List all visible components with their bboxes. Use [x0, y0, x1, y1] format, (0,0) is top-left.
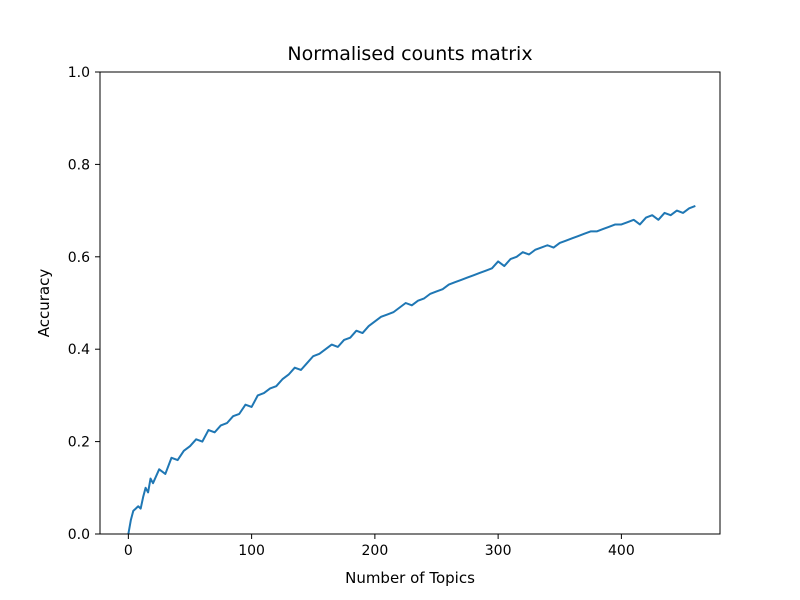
chart-title: Normalised counts matrix [287, 43, 532, 65]
y-axis: 0.0 0.2 0.4 0.6 0.8 1.0 [68, 65, 100, 543]
plot-area [127, 205, 696, 535]
y-tick-label: 0.0 [68, 527, 90, 543]
y-tick-label: 0.6 [68, 250, 90, 266]
x-tick-label: 0 [124, 543, 133, 559]
x-tick-label: 400 [608, 543, 635, 559]
x-tick-label: 200 [362, 543, 389, 559]
y-tick-label: 1.0 [68, 65, 90, 81]
y-tick-label: 0.4 [68, 342, 90, 358]
plot-frame [99, 71, 721, 535]
y-axis-label: Accuracy [35, 269, 53, 338]
accuracy-series-line [127, 205, 696, 535]
x-axis: 0 100 200 300 400 [124, 534, 635, 559]
y-tick-label: 0.8 [68, 157, 90, 173]
x-axis-label: Number of Topics [345, 569, 475, 587]
y-tick-label: 0.2 [68, 435, 90, 451]
x-tick-label: 100 [238, 543, 265, 559]
x-tick-label: 300 [485, 543, 512, 559]
